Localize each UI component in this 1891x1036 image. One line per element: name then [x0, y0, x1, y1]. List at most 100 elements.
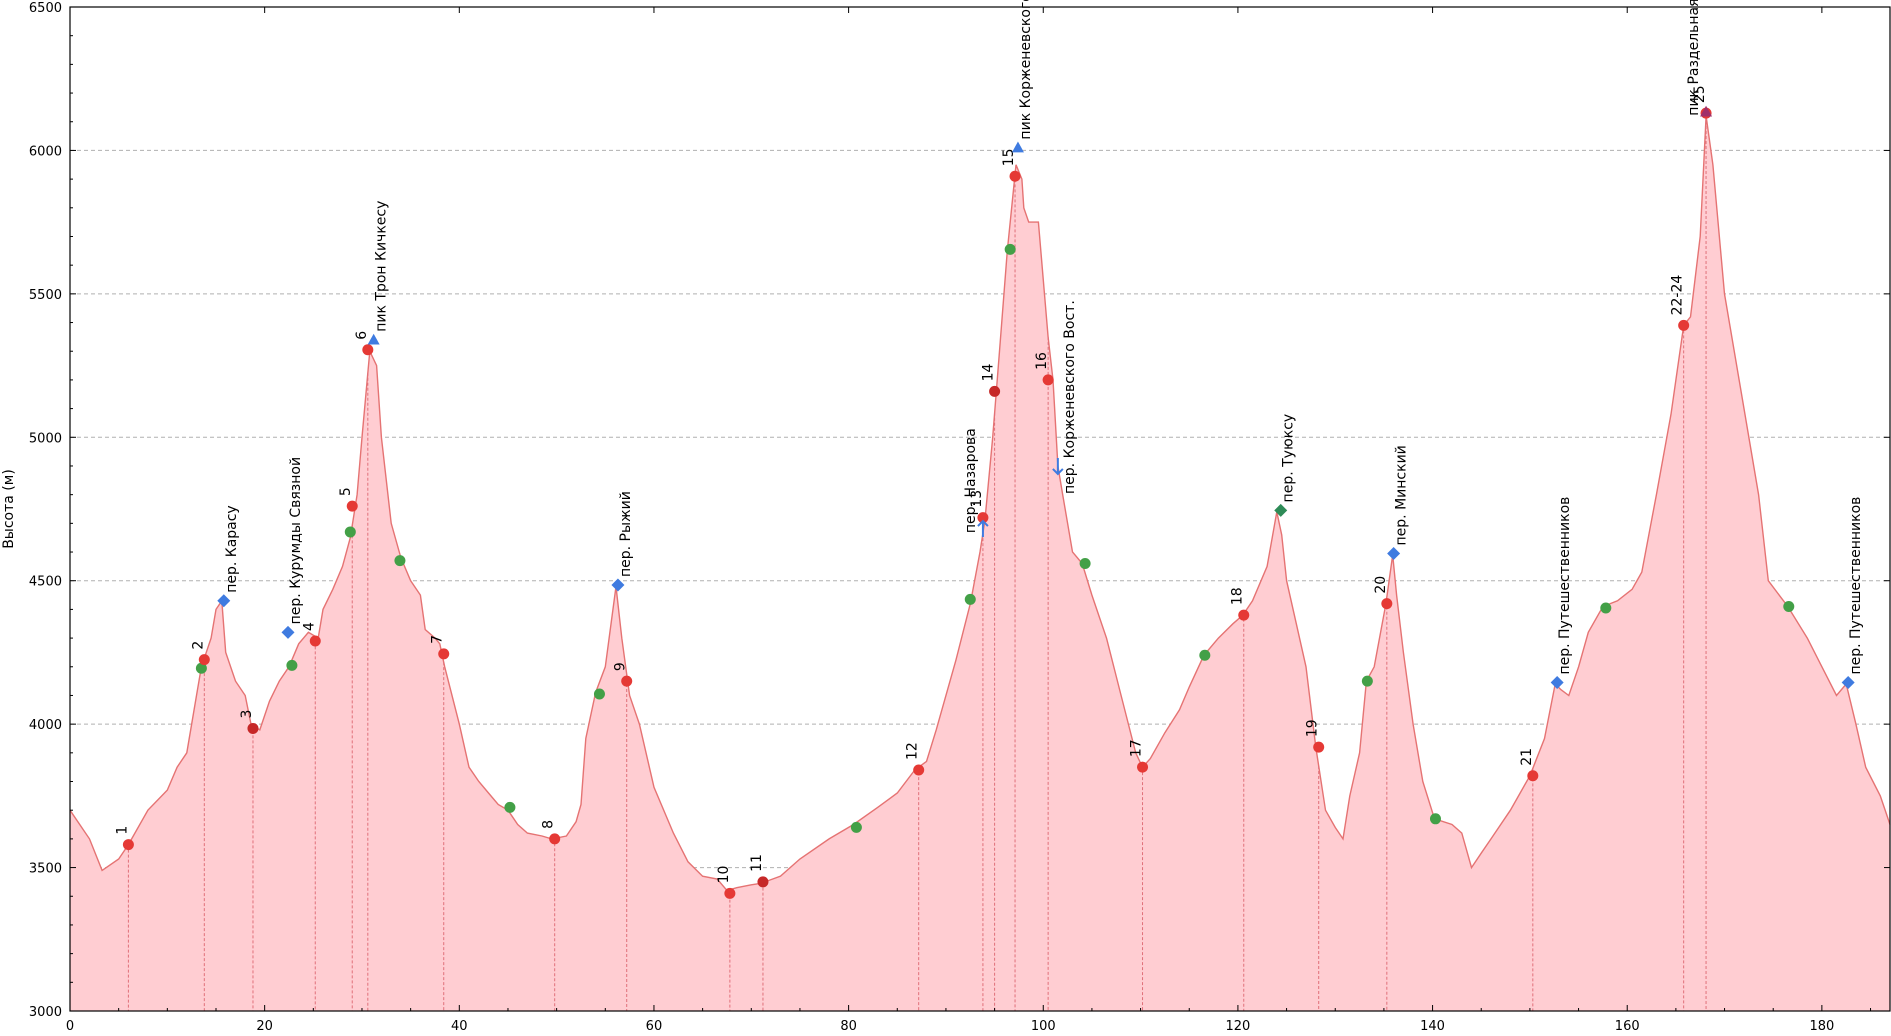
pass-marker	[1841, 676, 1855, 690]
peak-marker	[367, 333, 380, 345]
y-tick-label: 4500	[29, 575, 62, 590]
camp-point	[1137, 761, 1149, 773]
camp-point	[757, 876, 769, 888]
peak-marker	[1011, 141, 1024, 153]
y-tick-label: 4000	[29, 718, 62, 733]
camp-label: 15	[1001, 148, 1017, 166]
x-tick-label: 140	[1420, 1019, 1445, 1034]
camp-label: 1	[114, 826, 130, 835]
camp-label: 21	[1519, 748, 1535, 766]
y-tick-label: 5500	[29, 288, 62, 303]
waypoint-green	[1600, 602, 1612, 614]
pass-marker	[1387, 546, 1401, 560]
camp-point	[1042, 374, 1054, 386]
peak-label: пер. Карасу	[224, 505, 240, 593]
waypoint-green	[1079, 558, 1091, 570]
waypoint-green	[195, 662, 207, 674]
camp-point	[122, 839, 134, 851]
camp-label: 4	[301, 622, 317, 631]
camp-label: 10	[716, 866, 732, 884]
pass-marker	[281, 625, 295, 639]
camp-label: 17	[1129, 739, 1145, 757]
peak-label: пер. Курумды Связной	[288, 457, 304, 624]
camp-point	[1678, 319, 1690, 331]
peak-label: пер. Назарова	[963, 428, 979, 533]
camp-point	[362, 344, 374, 356]
waypoint-green	[1199, 649, 1211, 661]
x-tick-label: 80	[840, 1019, 857, 1034]
x-tick-label: 40	[451, 1019, 468, 1034]
camp-label: 14	[981, 363, 997, 381]
waypoint-green	[1783, 601, 1795, 613]
camp-label: 12	[905, 742, 921, 760]
pass-marker	[217, 594, 231, 608]
camp-point	[913, 764, 925, 776]
y-tick-label: 3500	[29, 862, 62, 877]
camp-label: 9	[613, 662, 629, 671]
camp-point	[1313, 741, 1325, 753]
plot-frame	[69, 6, 1891, 1012]
pass-marker	[1550, 676, 1564, 690]
camp-label: 13	[969, 490, 985, 508]
y-tick-label: 6500	[29, 1, 62, 16]
waypoint-green	[1429, 813, 1441, 825]
camp-label: 16	[1034, 352, 1050, 370]
peak-label: пик Трон Кичкесу	[374, 201, 390, 332]
x-tick-label: 120	[1226, 1019, 1251, 1034]
camp-point	[346, 500, 358, 512]
camp-point	[1238, 609, 1250, 621]
peak-label: пер. Рыжий	[618, 491, 634, 577]
camp-point	[309, 635, 321, 647]
camp-label: 8	[541, 820, 557, 829]
camp-point	[1009, 170, 1021, 182]
camp-point	[1527, 770, 1539, 782]
camp-label: 7	[430, 635, 446, 644]
waypoint-green	[1361, 675, 1373, 687]
arrow-down-icon	[1052, 457, 1064, 476]
waypoint-green	[593, 688, 605, 700]
camp-point	[621, 675, 633, 687]
peak-label: пер. Туюксу	[1281, 414, 1297, 503]
camp-point	[198, 654, 210, 666]
pass-marker	[1274, 503, 1288, 517]
waypoint-green	[394, 555, 406, 567]
peak-marker	[1700, 105, 1713, 117]
x-tick-label: 60	[646, 1019, 663, 1034]
waypoint-green	[850, 821, 862, 833]
peak-label: пер. Корженевского Вост.	[1062, 300, 1078, 494]
elevation-line	[69, 115, 1891, 892]
camp-point	[724, 887, 736, 899]
peak-label: пер. Путешественников	[1848, 497, 1864, 675]
x-tick-label: 160	[1615, 1019, 1640, 1034]
camp-point	[989, 385, 1001, 397]
pass-marker	[611, 578, 625, 592]
waypoint-green	[344, 526, 356, 538]
camp-label: 6	[354, 331, 370, 340]
y-axis-label: Высота (м)	[1, 469, 17, 549]
arrow-up-icon	[977, 519, 989, 538]
peak-label: пер. Путешественников	[1557, 497, 1573, 675]
camp-label: 25	[1692, 85, 1708, 103]
camp-label: 5	[338, 487, 354, 496]
camp-point	[1381, 598, 1393, 610]
peak-label: пик Раздельная	[1686, 0, 1702, 116]
x-tick-label: 100	[1031, 1019, 1056, 1034]
camp-point	[247, 722, 259, 734]
elevation-area	[70, 116, 1890, 1011]
camp-label: 18	[1230, 587, 1246, 605]
camp-label: 2	[190, 641, 206, 650]
camp-label: 22-24	[1670, 275, 1686, 316]
x-tick-label: 0	[66, 1019, 74, 1034]
camp-point	[438, 648, 450, 660]
x-tick-label: 20	[256, 1019, 273, 1034]
y-tick-label: 6000	[29, 144, 62, 159]
y-tick-label: 5000	[29, 431, 62, 446]
camp-point	[977, 512, 989, 524]
waypoint-green	[964, 593, 976, 605]
camp-label: 3	[239, 710, 255, 719]
x-tick-label: 180	[1809, 1019, 1834, 1034]
waypoint-green	[286, 659, 298, 671]
camp-label: 19	[1305, 719, 1321, 737]
waypoint-green	[1004, 243, 1016, 255]
